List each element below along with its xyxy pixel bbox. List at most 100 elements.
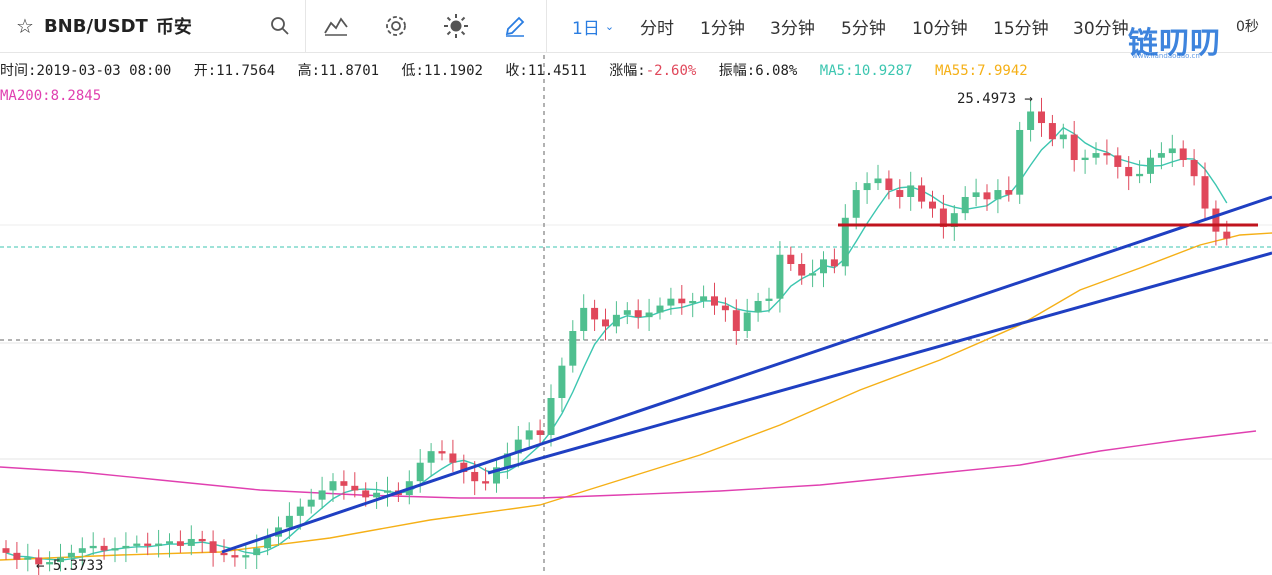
candle-body bbox=[558, 365, 566, 399]
symbol-selector[interactable]: ☆ BNB/USDT 币安 bbox=[16, 0, 192, 52]
interval-15m[interactable]: 15分钟 bbox=[993, 18, 1049, 39]
candle-body bbox=[732, 310, 740, 332]
candle-body bbox=[1179, 148, 1187, 161]
interval-1d[interactable]: 1日 ⌄ bbox=[572, 18, 615, 39]
candle-body bbox=[1081, 157, 1089, 161]
candle-body bbox=[416, 462, 424, 482]
candle-body bbox=[514, 439, 522, 454]
info-open: 11.7564 bbox=[216, 63, 276, 79]
candle-body bbox=[253, 548, 261, 556]
theme-sun-icon[interactable] bbox=[438, 0, 474, 52]
candle-body bbox=[133, 543, 141, 546]
candle-body bbox=[285, 515, 293, 528]
candle-body bbox=[503, 453, 511, 468]
candle-body bbox=[841, 217, 849, 267]
interval-30m[interactable]: 30分钟 bbox=[1073, 18, 1129, 39]
pencil-icon[interactable] bbox=[497, 0, 533, 52]
candle-body bbox=[209, 541, 217, 553]
candle-body bbox=[678, 298, 686, 304]
candle-body bbox=[1092, 153, 1100, 158]
candle-body bbox=[187, 538, 195, 546]
indicator-icon[interactable] bbox=[318, 0, 354, 52]
candle-body bbox=[1201, 176, 1209, 209]
ohlc-info-bar: 时间:2019-03-03 08:00 开:11.7564 高:11.8701 … bbox=[0, 63, 1028, 79]
watermark-url: www.liandaodao.cn bbox=[1132, 52, 1200, 60]
candle-body bbox=[939, 208, 947, 228]
candle-body bbox=[656, 305, 664, 313]
candle-body bbox=[296, 506, 304, 516]
candle-body bbox=[1157, 153, 1165, 158]
candle-body bbox=[1147, 157, 1154, 174]
gear-icon[interactable] bbox=[378, 0, 414, 52]
candlestick-chart[interactable]: 25.4973 → ← 5.3733 bbox=[0, 55, 1272, 575]
candle-body bbox=[329, 481, 337, 491]
candle-body bbox=[1125, 166, 1133, 177]
info-ma5: MA5:10.9287 bbox=[819, 63, 913, 79]
candle-body bbox=[1168, 148, 1176, 154]
candle-body bbox=[929, 201, 936, 209]
candle-body bbox=[231, 555, 239, 558]
interval-timeline[interactable]: 分时 bbox=[640, 18, 674, 39]
symbol-name: BNB/USDT bbox=[43, 15, 148, 37]
candle-body bbox=[89, 545, 97, 549]
ma55-line bbox=[0, 232, 1272, 561]
candle-body bbox=[166, 541, 173, 544]
candle-body bbox=[580, 307, 588, 332]
candle-body bbox=[482, 481, 490, 484]
candle-body bbox=[427, 451, 435, 463]
candle-body bbox=[307, 499, 315, 507]
search-icon[interactable] bbox=[262, 0, 298, 52]
max-price-label: 25.4973 → bbox=[957, 91, 1033, 107]
interval-1m[interactable]: 1分钟 bbox=[700, 18, 745, 39]
candle-body bbox=[24, 557, 32, 560]
candle-body bbox=[1038, 111, 1045, 124]
candle-body bbox=[449, 453, 457, 463]
candle-body bbox=[874, 178, 882, 184]
candle-body bbox=[67, 552, 75, 558]
candle-body bbox=[711, 296, 718, 306]
candle-body bbox=[1048, 123, 1056, 140]
info-high: 11.8701 bbox=[320, 63, 380, 79]
candle-body bbox=[220, 552, 228, 556]
star-icon[interactable]: ☆ bbox=[16, 14, 34, 38]
candle-body bbox=[438, 451, 446, 454]
ma200-line bbox=[0, 430, 1257, 499]
trendline-lower bbox=[487, 251, 1272, 475]
toolbar: ☆ BNB/USDT 币安 1日 ⌄ 分时 1分钟 3分钟 5分钟 10分钟 15… bbox=[0, 0, 1272, 53]
candle-body bbox=[351, 485, 359, 491]
candle-body bbox=[918, 185, 926, 202]
candle-body bbox=[765, 298, 773, 301]
candle-body bbox=[623, 310, 631, 315]
exchange-name: 币安 bbox=[155, 17, 192, 38]
candle-body bbox=[384, 490, 391, 493]
candle-body bbox=[700, 296, 708, 301]
candle-body bbox=[896, 190, 904, 197]
candle-body bbox=[787, 254, 795, 264]
candle-body bbox=[721, 305, 729, 311]
candle-body bbox=[743, 312, 751, 332]
candle-body bbox=[46, 562, 54, 565]
interval-5m[interactable]: 5分钟 bbox=[841, 18, 886, 39]
candle-body bbox=[176, 541, 184, 546]
candle-body bbox=[972, 192, 980, 197]
candle-body bbox=[830, 259, 838, 267]
candle-body bbox=[667, 298, 675, 306]
interval-3m[interactable]: 3分钟 bbox=[770, 18, 815, 39]
interval-10m[interactable]: 10分钟 bbox=[912, 18, 968, 39]
candle-body bbox=[961, 196, 969, 214]
info-ma200: MA200:8.2845 bbox=[0, 88, 102, 104]
candle-body bbox=[536, 430, 544, 435]
candle-body bbox=[57, 557, 64, 563]
info-ma55: MA55:7.9942 bbox=[934, 63, 1028, 79]
candle-body bbox=[634, 310, 642, 318]
candle-body bbox=[689, 300, 697, 304]
candle-body bbox=[863, 183, 871, 191]
candle-body bbox=[122, 545, 130, 549]
candle-body bbox=[994, 190, 1002, 200]
candle-body bbox=[612, 314, 620, 327]
candle-body bbox=[852, 190, 860, 218]
candle-body bbox=[35, 557, 43, 565]
candle-body bbox=[493, 467, 500, 484]
min-price-label: ← 5.3733 bbox=[36, 558, 103, 574]
candle-body bbox=[373, 492, 381, 498]
